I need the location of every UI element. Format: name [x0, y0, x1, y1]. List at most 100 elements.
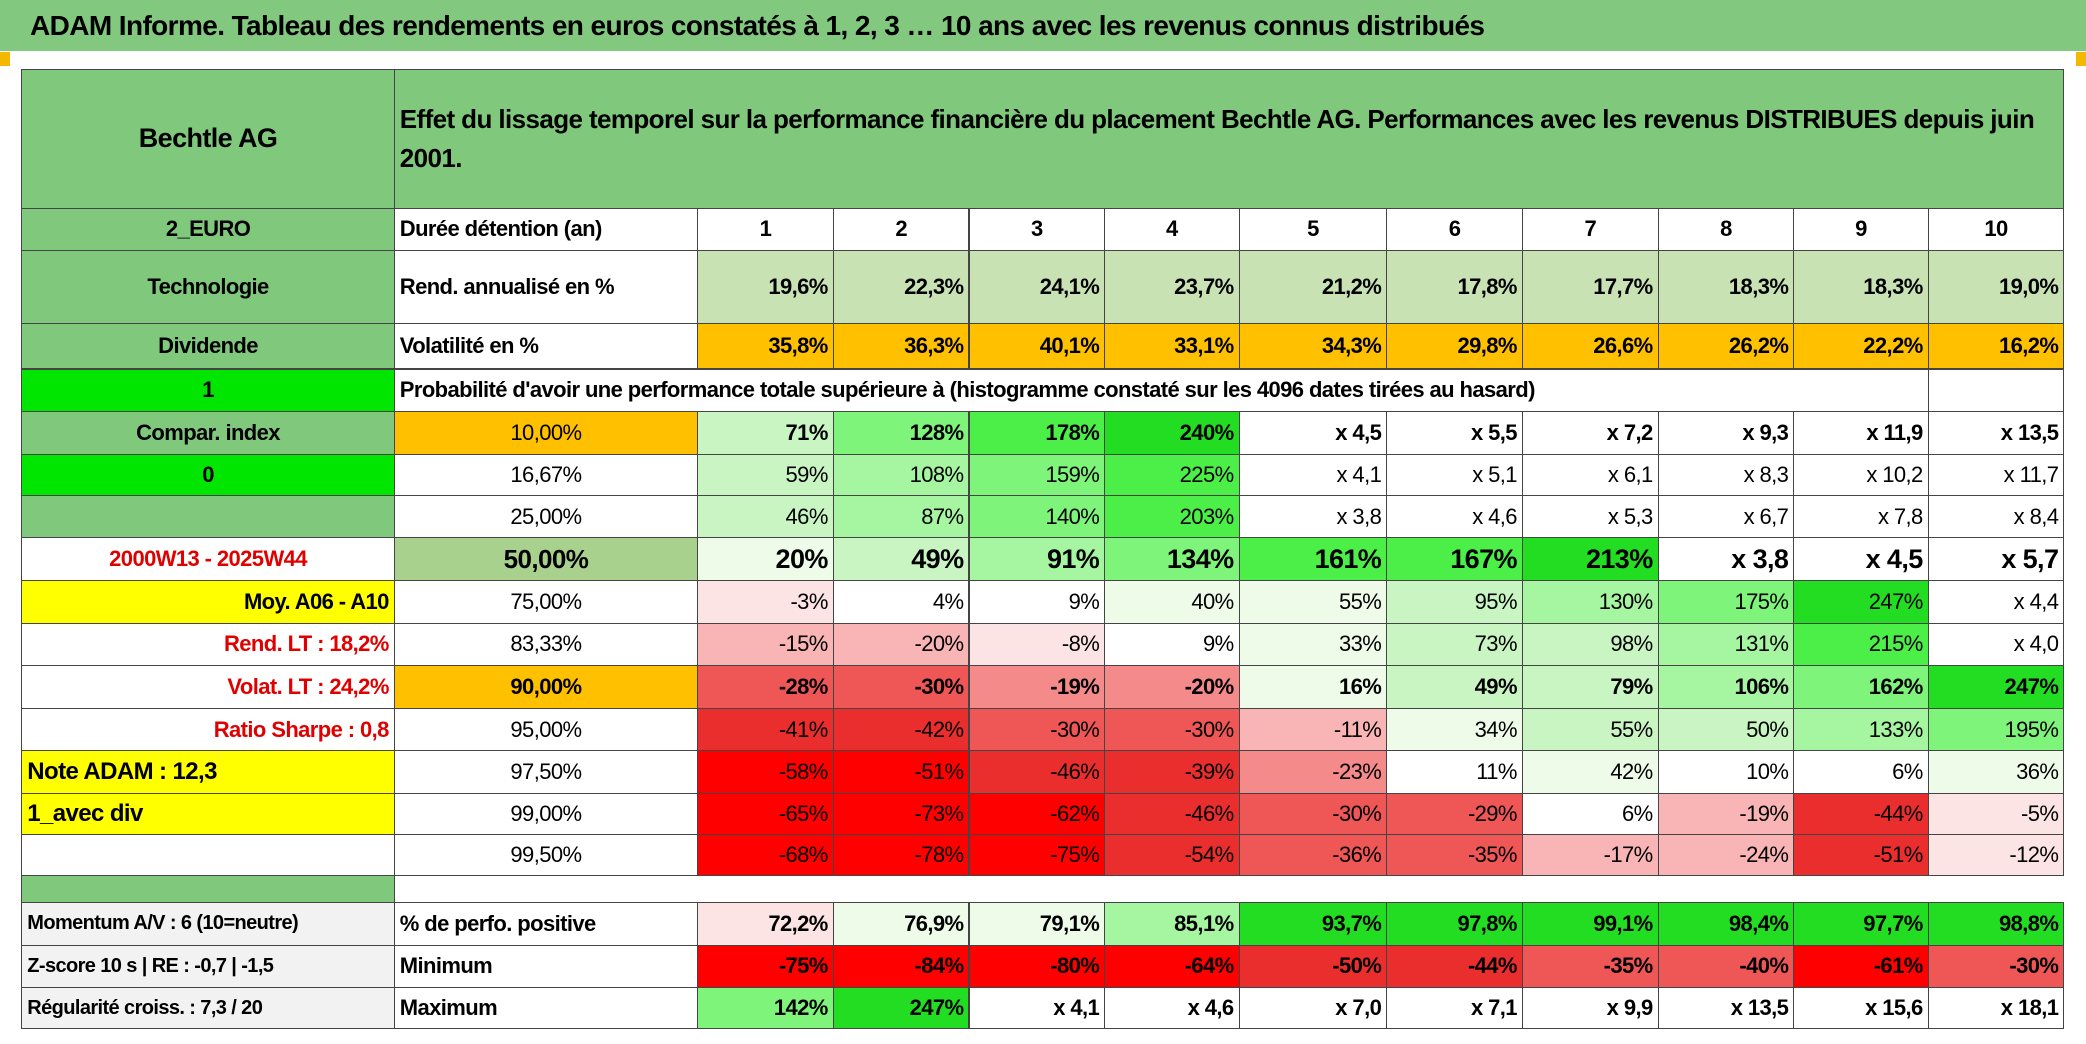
value-cell: 131% [1657, 622, 1795, 667]
value-cell: 18,3% [1657, 250, 1795, 325]
row-label: 2000W13 - 2025W44 [21, 537, 395, 582]
value-cell: -44% [1386, 944, 1523, 989]
value-cell: 34% [1386, 707, 1523, 752]
value-cell: 97,7% [1793, 901, 1929, 946]
value-cell: -30% [968, 707, 1106, 752]
value-cell: x 7,0 [1238, 987, 1388, 1030]
spacer [21, 875, 395, 903]
value-cell: x 5,5 [1386, 411, 1523, 455]
value-cell: 142% [697, 987, 834, 1030]
value-cell: 106% [1657, 665, 1795, 709]
value-cell: x 4,6 [1104, 987, 1240, 1030]
value-cell: x 13,5 [1657, 987, 1795, 1030]
row-label: Technologie [21, 250, 395, 325]
value-cell: -28% [697, 665, 834, 709]
value-cell: -19% [1657, 792, 1795, 836]
value-cell: 93,7% [1238, 901, 1388, 946]
cell [1927, 368, 2065, 413]
value-cell: 2 [832, 207, 970, 252]
value-cell: x 8,3 [1657, 453, 1795, 496]
value-cell: -20% [832, 622, 970, 667]
table-caption: Effet du lissage temporel sur la perform… [393, 69, 2065, 209]
row-label: Moy. A06 - A10 [21, 580, 395, 624]
value-cell: 247% [832, 987, 970, 1030]
row-name: 75,00% [393, 580, 699, 624]
value-cell: -30% [832, 665, 970, 709]
value-cell: 133% [1793, 707, 1929, 752]
row-name: 50,00% [393, 537, 699, 582]
value-cell: 128% [832, 411, 970, 455]
value-cell: -15% [697, 622, 834, 667]
value-cell: 59% [697, 453, 834, 496]
value-cell: -23% [1238, 750, 1388, 794]
row-name: Maximum [393, 987, 699, 1030]
value-cell: 9 [1793, 207, 1929, 252]
value-cell: 29,8% [1386, 323, 1523, 370]
value-cell: -46% [968, 750, 1106, 794]
value-cell: -65% [697, 792, 834, 836]
value-cell: 6% [1793, 750, 1929, 794]
value-cell: -30% [1104, 707, 1240, 752]
value-cell: 87% [832, 494, 970, 539]
row-name: 10,00% [393, 411, 699, 455]
value-cell: -54% [1104, 834, 1240, 877]
row-label: Momentum A/V : 6 (10=neutre) [21, 901, 395, 946]
value-cell: 46% [697, 494, 834, 539]
value-cell: 34,3% [1238, 323, 1388, 370]
row-name: % de perfo. positive [393, 901, 699, 946]
row-label: Dividende [21, 323, 395, 370]
value-cell: -12% [1927, 834, 2065, 877]
value-cell: -19% [968, 665, 1106, 709]
value-cell: 162% [1793, 665, 1929, 709]
value-cell: x 15,6 [1793, 987, 1929, 1030]
value-cell: 98,8% [1927, 901, 2065, 946]
value-cell: -8% [968, 622, 1106, 667]
value-cell: 213% [1521, 537, 1659, 582]
value-cell: 91% [968, 537, 1106, 582]
value-cell: 130% [1521, 580, 1659, 624]
row-label: Bechtle AG [21, 69, 395, 209]
row-label: Note ADAM : 12,3 [21, 750, 395, 794]
row-label: 0 [21, 453, 395, 496]
row-name: 99,50% [393, 834, 699, 877]
value-cell: 247% [1927, 665, 2065, 709]
row-note: Probabilité d'avoir une performance tota… [393, 368, 1929, 413]
row-label: Ratio Sharpe : 0,8 [21, 707, 395, 752]
value-cell: -36% [1238, 834, 1388, 877]
row-name: Durée détention (an) [393, 207, 699, 252]
row-name: 99,00% [393, 792, 699, 836]
value-cell: x 9,9 [1521, 987, 1659, 1030]
value-cell: x 6,1 [1521, 453, 1659, 496]
value-cell: 247% [1793, 580, 1929, 624]
row-label: 1_avec div [21, 792, 395, 836]
value-cell: 21,2% [1238, 250, 1388, 325]
value-cell: 24,1% [968, 250, 1106, 325]
value-cell: 1 [697, 207, 834, 252]
row-label: Volat. LT : 24,2% [21, 665, 395, 709]
value-cell: x 4,0 [1927, 622, 2065, 667]
value-cell: -24% [1657, 834, 1795, 877]
value-cell: x 4,6 [1386, 494, 1523, 539]
value-cell: -40% [1657, 944, 1795, 989]
value-cell: 33% [1238, 622, 1388, 667]
value-cell: 79% [1521, 665, 1659, 709]
value-cell: x 10,2 [1793, 453, 1929, 496]
value-cell: 140% [968, 494, 1106, 539]
row-label: Z-score 10 s | RE : -0,7 | -1,5 [21, 944, 395, 989]
value-cell: 215% [1793, 622, 1929, 667]
row-name: Volatilité en % [393, 323, 699, 370]
value-cell: 49% [1386, 665, 1523, 709]
row-name: 16,67% [393, 453, 699, 496]
value-cell: x 4,1 [968, 987, 1106, 1030]
value-cell: 203% [1104, 494, 1240, 539]
value-cell: 73% [1386, 622, 1523, 667]
value-cell: 10% [1657, 750, 1795, 794]
value-cell: 19,0% [1927, 250, 2065, 325]
value-cell: 26,6% [1521, 323, 1659, 370]
value-cell: 26,2% [1657, 323, 1795, 370]
value-cell: x 4,4 [1927, 580, 2065, 624]
value-cell: 40,1% [968, 323, 1106, 370]
row-name: 95,00% [393, 707, 699, 752]
value-cell: 55% [1521, 707, 1659, 752]
value-cell: x 6,7 [1657, 494, 1795, 539]
